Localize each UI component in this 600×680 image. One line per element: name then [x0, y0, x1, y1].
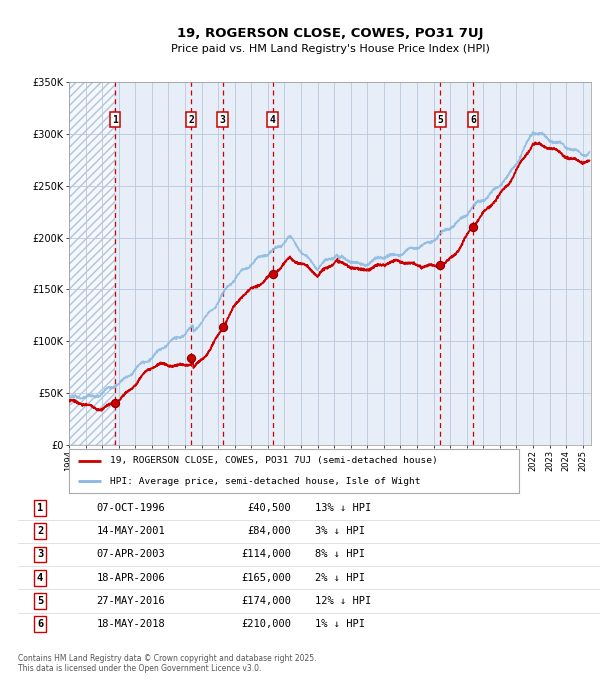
Bar [69, 82, 115, 445]
Point [268, 269, 278, 279]
Text: 13% ↓ HPI: 13% ↓ HPI [315, 503, 371, 513]
Text: £114,000: £114,000 [242, 549, 292, 560]
Text: 2% ↓ HPI: 2% ↓ HPI [315, 573, 365, 583]
Text: £174,000: £174,000 [242, 596, 292, 606]
Text: 27-MAY-2016: 27-MAY-2016 [97, 596, 166, 606]
Text: £84,000: £84,000 [248, 526, 292, 537]
Text: 19, ROGERSON CLOSE, COWES, PO31 7UJ (semi-detached house): 19, ROGERSON CLOSE, COWES, PO31 7UJ (sem… [110, 456, 437, 465]
Bar [69, 82, 115, 445]
Text: 18-APR-2006: 18-APR-2006 [97, 573, 166, 583]
Point [110, 398, 120, 409]
Text: Price paid vs. HM Land Registry's House Price Index (HPI): Price paid vs. HM Land Registry's House … [170, 44, 490, 54]
Text: 07-OCT-1996: 07-OCT-1996 [97, 503, 166, 513]
Text: £210,000: £210,000 [242, 619, 292, 629]
Text: 6: 6 [470, 115, 476, 125]
Text: 1% ↓ HPI: 1% ↓ HPI [315, 619, 365, 629]
Text: 07-APR-2003: 07-APR-2003 [97, 549, 166, 560]
Text: 2: 2 [188, 115, 194, 125]
Text: 4: 4 [37, 573, 43, 583]
Point [436, 259, 445, 270]
Text: £165,000: £165,000 [242, 573, 292, 583]
Text: 6: 6 [37, 619, 43, 629]
Text: Contains HM Land Registry data © Crown copyright and database right 2025.
This d: Contains HM Land Registry data © Crown c… [18, 653, 317, 673]
Text: 1: 1 [112, 115, 118, 125]
Point [187, 353, 196, 364]
Text: 3: 3 [220, 115, 226, 125]
Point [218, 322, 227, 333]
Text: 12% ↓ HPI: 12% ↓ HPI [315, 596, 371, 606]
Point [468, 222, 478, 233]
Text: 1: 1 [37, 503, 43, 513]
Text: 8% ↓ HPI: 8% ↓ HPI [315, 549, 365, 560]
Text: 19, ROGERSON CLOSE, COWES, PO31 7UJ: 19, ROGERSON CLOSE, COWES, PO31 7UJ [177, 27, 483, 41]
Text: £40,500: £40,500 [248, 503, 292, 513]
Text: 3: 3 [37, 549, 43, 560]
Text: 18-MAY-2018: 18-MAY-2018 [97, 619, 166, 629]
Text: HPI: Average price, semi-detached house, Isle of Wight: HPI: Average price, semi-detached house,… [110, 477, 420, 486]
Text: 5: 5 [37, 596, 43, 606]
Text: 3% ↓ HPI: 3% ↓ HPI [315, 526, 365, 537]
Text: 2: 2 [37, 526, 43, 537]
Text: 14-MAY-2001: 14-MAY-2001 [97, 526, 166, 537]
Text: 4: 4 [270, 115, 276, 125]
Text: 5: 5 [437, 115, 443, 125]
